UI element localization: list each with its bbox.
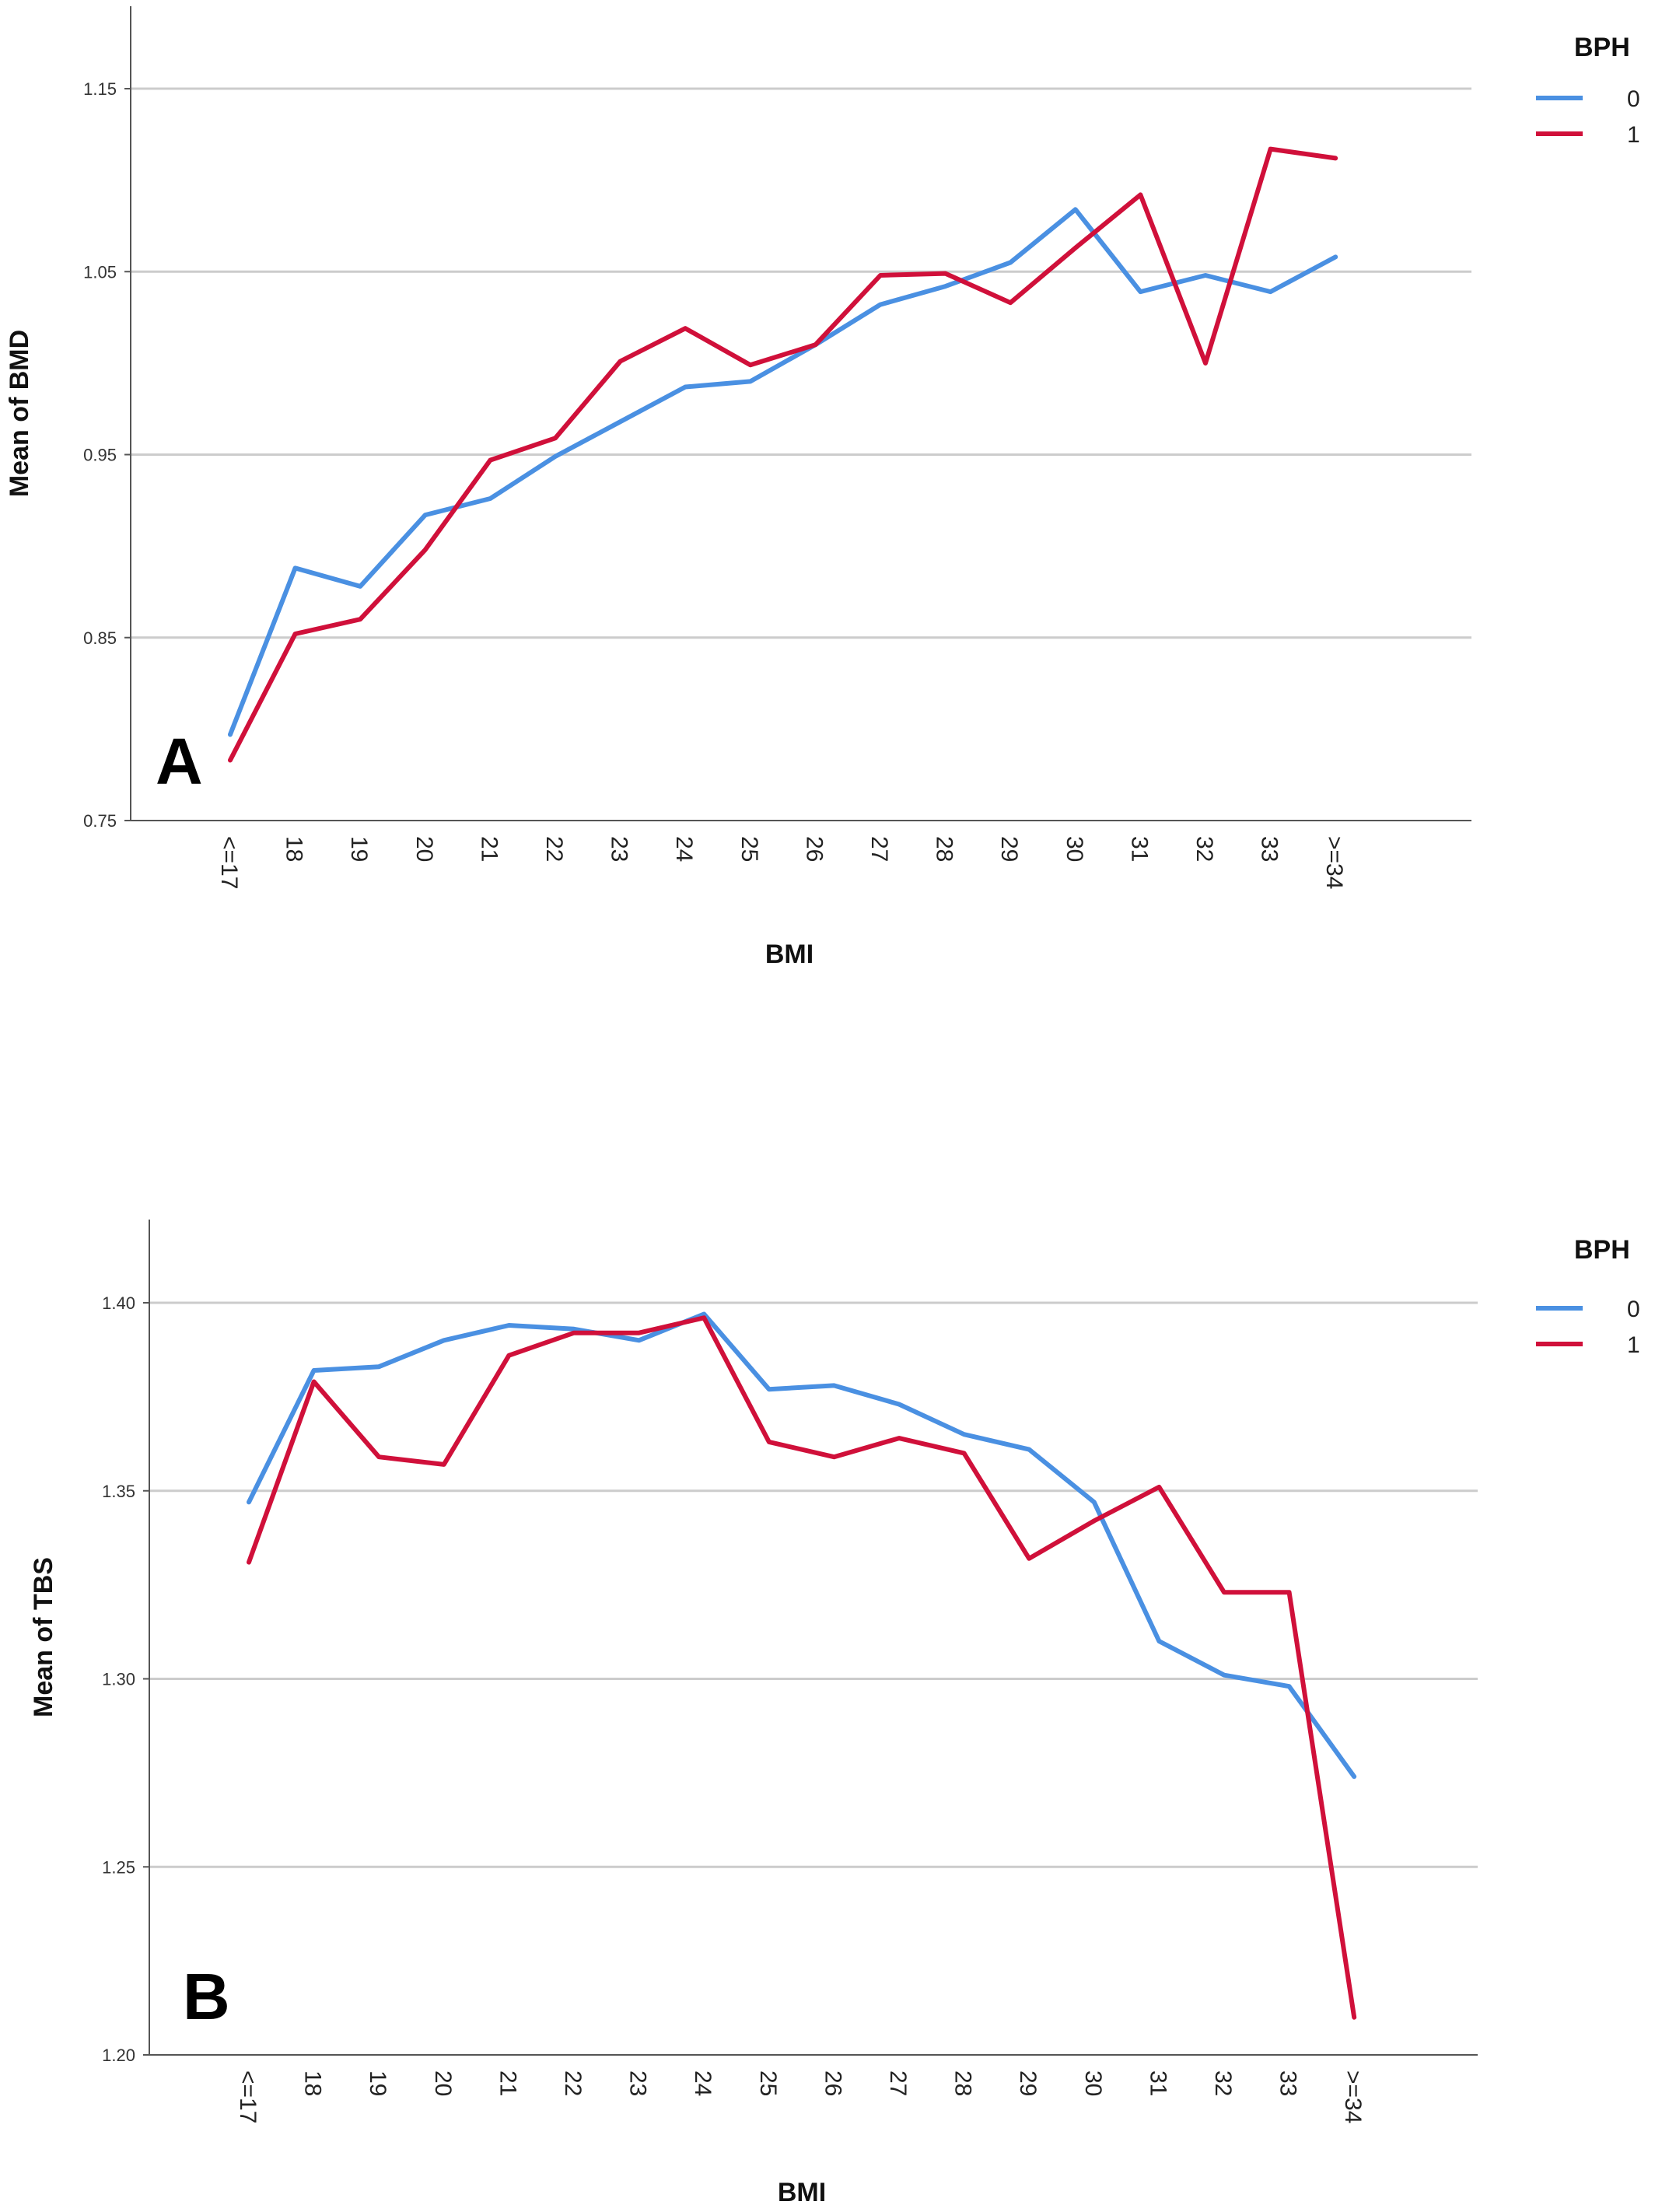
panel-b-y-tick-label: 1.30 xyxy=(102,1670,135,1689)
panel-b-x-tick-label: 26 xyxy=(820,2070,845,2096)
panel-a-legend-label-bph-0: 0 xyxy=(1627,86,1640,112)
panel-a-x-tick-label: 28 xyxy=(932,836,957,862)
panel-b-y-tick-label: 1.35 xyxy=(102,1482,135,1501)
panel-a-series-line-bph-0 xyxy=(228,207,1338,737)
panel-b-x-tick-label: 21 xyxy=(495,2070,520,2096)
panel-a-x-tick-label: 21 xyxy=(476,836,502,862)
panel-a-x-tick-label: 19 xyxy=(346,836,372,862)
panel-b-legend-title: BPH xyxy=(1574,1235,1630,1265)
panel-b-x-tick-label: 33 xyxy=(1275,2070,1301,2096)
panel-a-x-tick-label: <=17 xyxy=(216,836,242,889)
panel-a-x-tick-label: 18 xyxy=(282,836,307,862)
panel-a-x-tick-label: 24 xyxy=(671,836,697,862)
panel-a-y-tick-label: 0.85 xyxy=(83,628,117,648)
panel-a-x-tick-label: 26 xyxy=(801,836,827,862)
panel-b-y-tick-label: 1.40 xyxy=(102,1293,135,1313)
panel-a-legend-title: BPH xyxy=(1574,33,1630,62)
panel-a-x-tick-label: 31 xyxy=(1126,836,1152,862)
panel-b-x-tick-label: >=34 xyxy=(1340,2070,1366,2123)
panel-b-x-tick-label: 28 xyxy=(950,2070,976,2096)
panel-a-x-tick-label: 23 xyxy=(607,836,632,862)
panel-a-panel-letter: A xyxy=(156,725,203,798)
panel-a-y-tick-label: 1.15 xyxy=(83,79,117,99)
panel-a-x-tick-label: 30 xyxy=(1062,836,1087,862)
panel-b-x-tick-label: 20 xyxy=(430,2070,456,2096)
panel-b-legend-label-bph-1: 1 xyxy=(1627,1332,1640,1358)
panel-b-x-tick-label: 23 xyxy=(625,2070,651,2096)
panel-b-x-tick-label: <=17 xyxy=(235,2070,261,2123)
panel-b-x-tick-label: 27 xyxy=(885,2070,911,2096)
panel-a-y-axis-title: Mean of BMD xyxy=(5,330,34,497)
panel-a-x-tick-label: 22 xyxy=(541,836,567,862)
panel-b-panel-letter: B xyxy=(183,1960,230,2033)
panel-a-y-tick-label: 0.95 xyxy=(83,446,117,465)
panel-a-y-tick-label: 1.05 xyxy=(83,262,117,282)
panel-a-x-tick-label: 32 xyxy=(1191,836,1217,862)
panel-b-legend-label-bph-0: 0 xyxy=(1627,1297,1640,1322)
panel-b-x-tick-label: 19 xyxy=(365,2070,390,2096)
panel-b-series-line-bph-0 xyxy=(247,1311,1357,1780)
panel-a-x-tick-label: >=34 xyxy=(1321,836,1347,889)
panel-a-x-tick-label: 27 xyxy=(866,836,892,862)
panel-a-y-tick-label: 0.75 xyxy=(83,811,117,831)
panel-b-x-tick-label: 30 xyxy=(1080,2070,1106,2096)
panel-b-series-line-bph-1 xyxy=(247,1315,1357,2020)
panel-b-x-tick-label: 31 xyxy=(1145,2070,1170,2096)
panel-b-x-tick-label: 32 xyxy=(1210,2070,1236,2096)
panel-b-x-tick-label: 29 xyxy=(1015,2070,1041,2096)
panel-b-x-tick-label: 24 xyxy=(690,2070,716,2096)
panel-a-x-tick-label: 33 xyxy=(1257,836,1282,862)
panel-a-x-tick-label: 20 xyxy=(411,836,437,862)
panel-a-series-line-bph-1 xyxy=(228,146,1338,763)
panel-a-legend-label-bph-1: 1 xyxy=(1627,122,1640,148)
panel-b-y-tick-label: 1.20 xyxy=(102,2046,135,2065)
panel-b-x-axis-title: BMI xyxy=(778,2178,826,2207)
panel-b-x-tick-label: 22 xyxy=(560,2070,586,2096)
panel-a-x-tick-label: 25 xyxy=(737,836,762,862)
panel-b-x-tick-label: 18 xyxy=(300,2070,326,2096)
panel-b-y-axis-title: Mean of TBS xyxy=(29,1557,58,1717)
panel-b-x-tick-label: 25 xyxy=(755,2070,781,2096)
panel-b-y-tick-label: 1.25 xyxy=(102,1857,135,1877)
panel-a-x-axis-title: BMI xyxy=(765,940,814,969)
panel-a-x-tick-label: 29 xyxy=(996,836,1022,862)
